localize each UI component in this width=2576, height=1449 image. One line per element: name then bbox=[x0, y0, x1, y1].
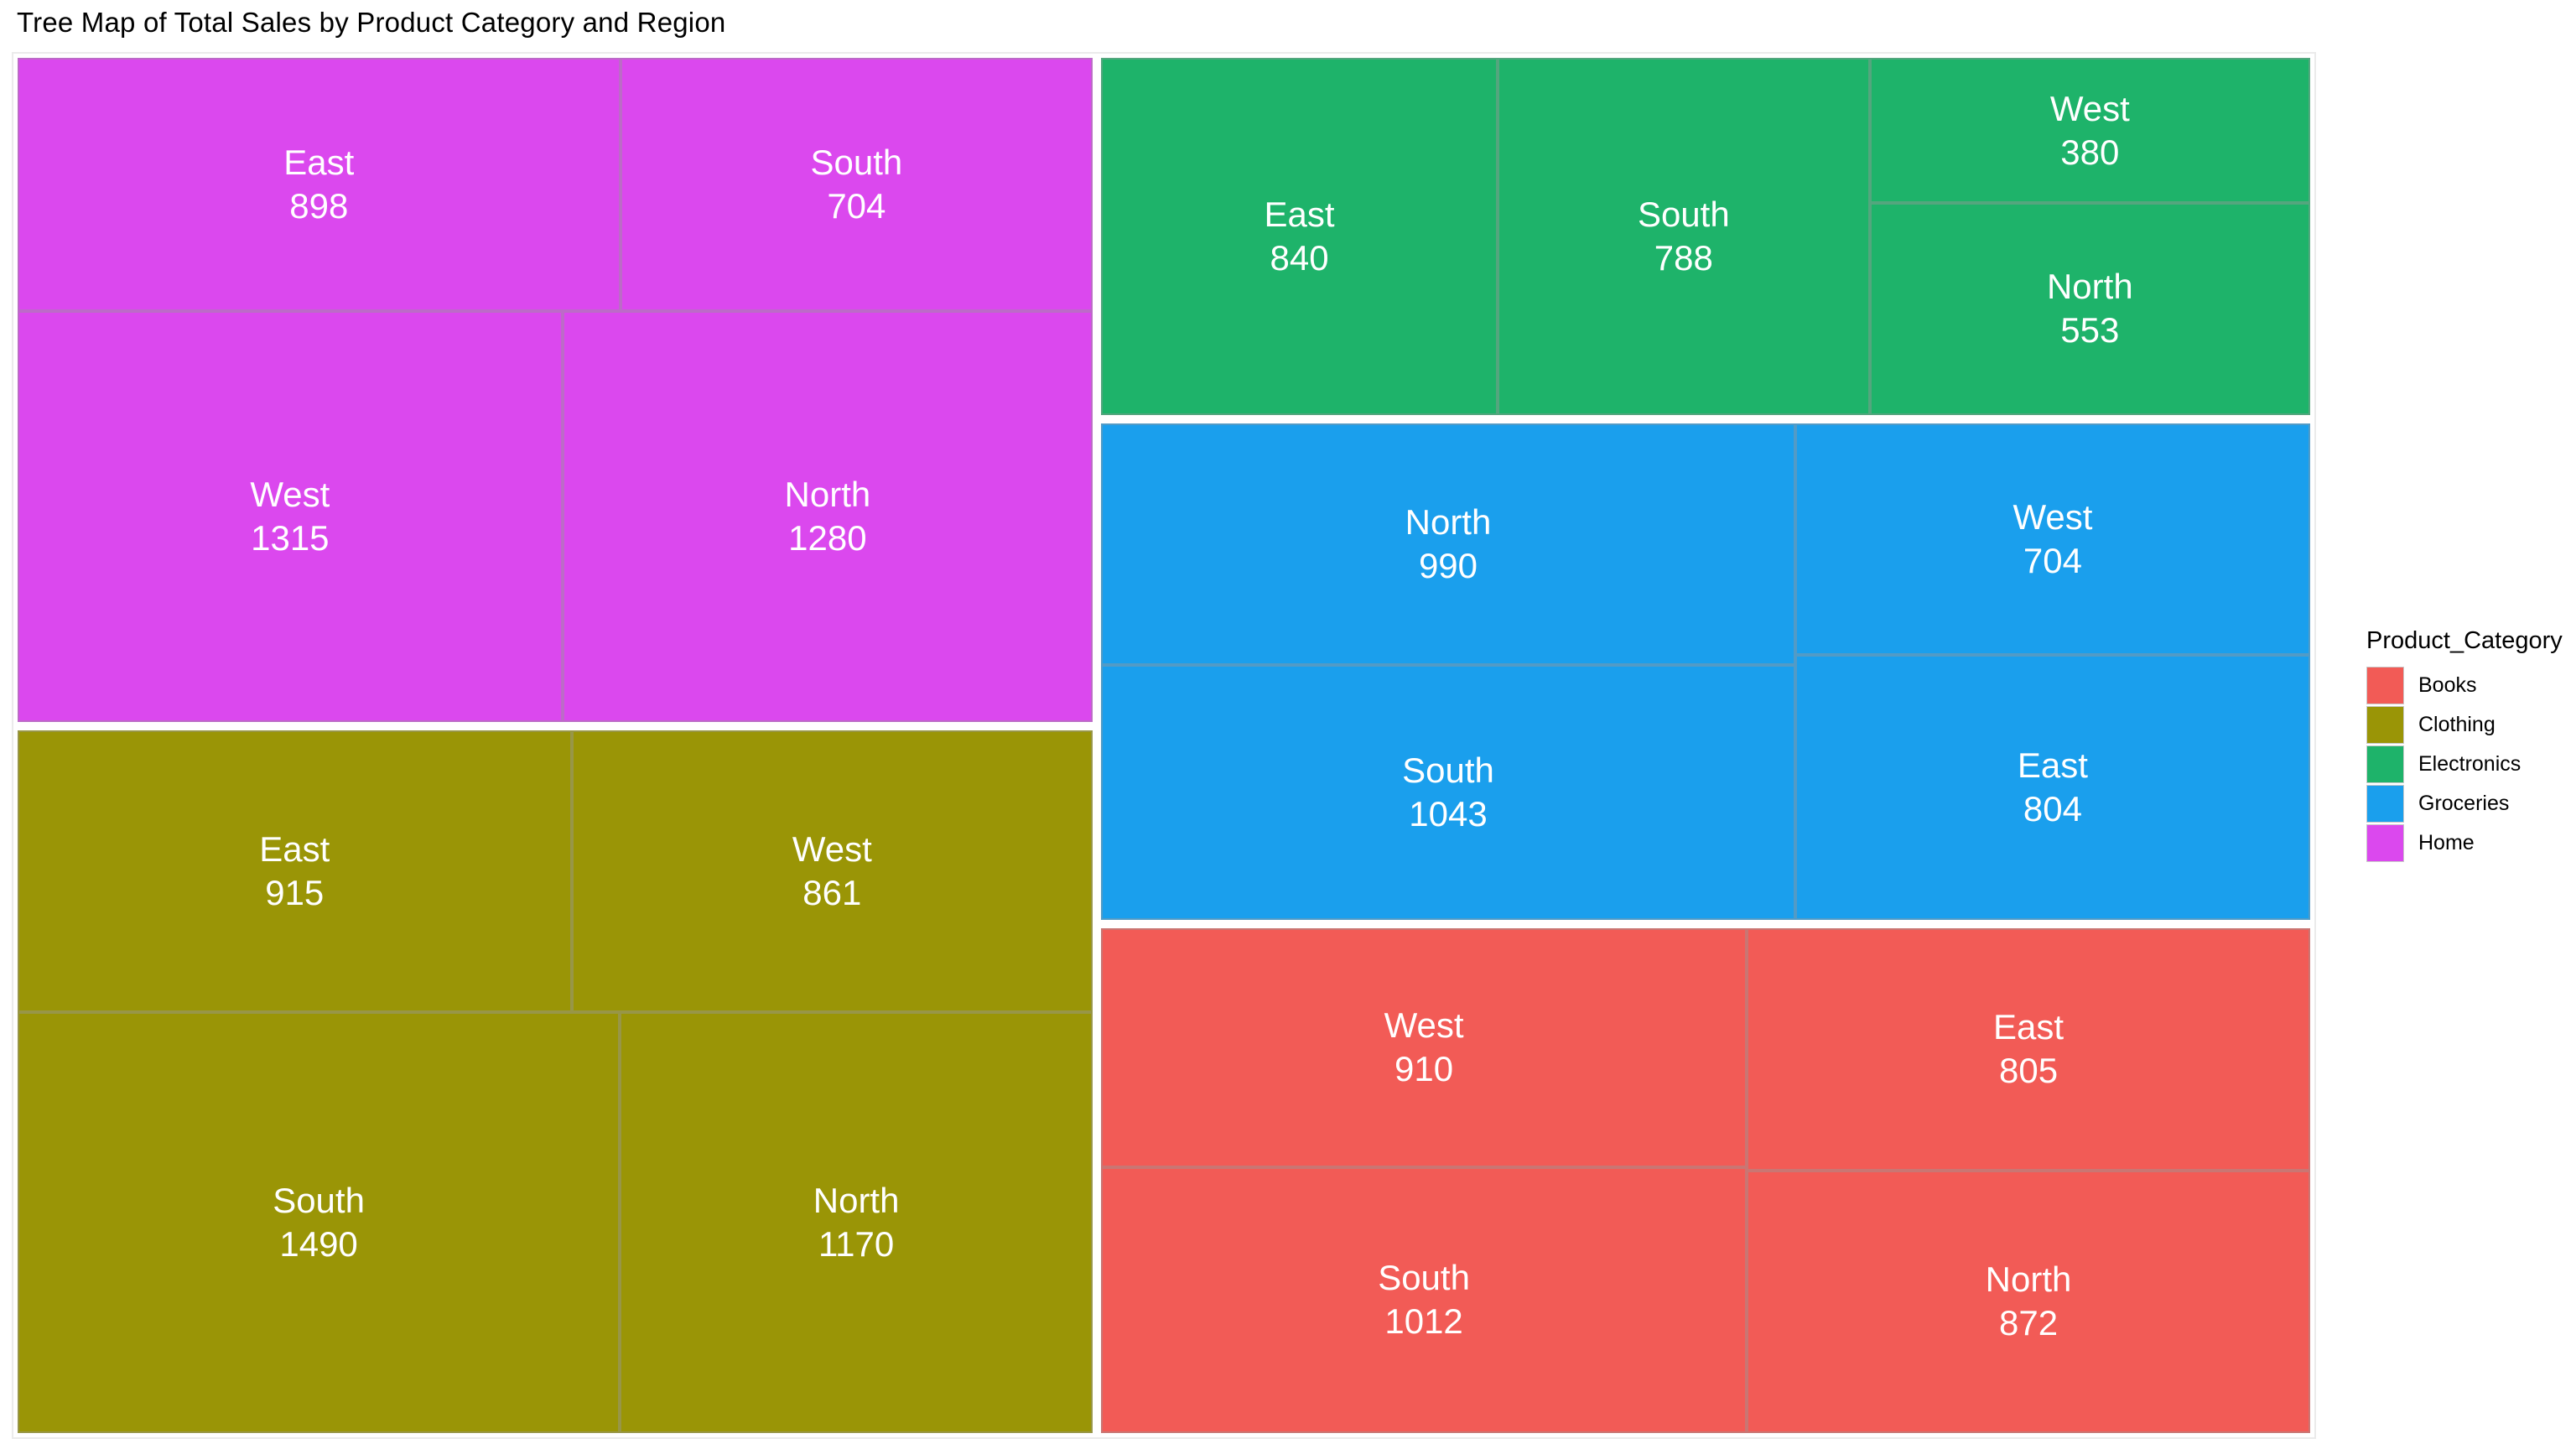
treemap-tile-home-west: West 1315 bbox=[18, 311, 563, 723]
tile-region-label: South bbox=[1378, 1258, 1470, 1298]
chart-title: Tree Map of Total Sales by Product Categ… bbox=[17, 7, 726, 38]
legend-label: Groceries bbox=[2418, 792, 2510, 815]
tile-region-label: East bbox=[1264, 194, 1335, 234]
legend-item-groceries: Groceries bbox=[2366, 785, 2563, 823]
treemap-tile-clothing-east: East 915 bbox=[18, 730, 572, 1012]
tile-region-label: North bbox=[2046, 267, 2133, 307]
tile-region-label: West bbox=[2012, 496, 2093, 537]
legend-items: Books Clothing Electronics Groceries Home bbox=[2366, 667, 2563, 862]
tile-region-value: 840 bbox=[1270, 237, 1329, 278]
tile-region-label: East bbox=[1993, 1007, 2064, 1047]
treemap-tile-groceries-north: North 990 bbox=[1101, 423, 1795, 665]
tile-region-value: 1012 bbox=[1384, 1301, 1463, 1342]
category-block-clothing: East 915 West 861 South 1490 North 1170 bbox=[18, 730, 1093, 1433]
legend-swatch-clothing bbox=[2366, 706, 2404, 744]
legend-swatch-home bbox=[2366, 824, 2404, 862]
tile-region-value: 1315 bbox=[251, 518, 330, 558]
tile-region-label: East bbox=[259, 828, 330, 869]
treemap-tile-books-south: South 1012 bbox=[1101, 1166, 1748, 1433]
legend-swatch-books bbox=[2366, 667, 2404, 704]
category-block-electronics: East 840 South 788 West 380 North 553 bbox=[1101, 58, 2310, 415]
tile-region-value: 380 bbox=[2060, 132, 2120, 172]
legend-item-electronics: Electronics bbox=[2366, 745, 2563, 783]
tile-region-label: South bbox=[810, 143, 903, 183]
legend-label: Home bbox=[2418, 831, 2475, 854]
legend-swatch-electronics bbox=[2366, 745, 2404, 783]
treemap-tile-clothing-north: North 1170 bbox=[620, 1011, 1093, 1433]
tile-region-label: East bbox=[2017, 745, 2088, 785]
treemap-tile-groceries-east: East 804 bbox=[1794, 655, 2310, 920]
tile-region-value: 805 bbox=[1998, 1051, 2059, 1091]
tile-region-label: North bbox=[813, 1180, 900, 1220]
tile-region-value: 704 bbox=[2023, 540, 2082, 580]
treemap-tile-electronics-east: East 840 bbox=[1101, 58, 1498, 415]
tile-region-label: West bbox=[2049, 88, 2130, 128]
treemap-tile-clothing-west: West 861 bbox=[571, 730, 1093, 1012]
tile-region-value: 1043 bbox=[1409, 793, 1488, 834]
tile-region-value: 553 bbox=[2060, 310, 2120, 351]
legend: Product_Category Books Clothing Electronic… bbox=[2366, 627, 2563, 864]
legend-label: Electronics bbox=[2418, 752, 2521, 776]
tile-region-label: West bbox=[1384, 1005, 1464, 1046]
tile-region-label: South bbox=[1637, 194, 1730, 234]
tile-region-value: 788 bbox=[1654, 237, 1713, 278]
treemap-tile-electronics-south: South 788 bbox=[1498, 58, 1870, 415]
legend-item-home: Home bbox=[2366, 824, 2563, 862]
legend-item-clothing: Clothing bbox=[2366, 706, 2563, 744]
treemap-plot: East 898 South 704 West 1315 North 1280 East 915 W… bbox=[12, 52, 2316, 1439]
tile-region-value: 1490 bbox=[279, 1223, 358, 1264]
tile-region-label: South bbox=[273, 1180, 365, 1220]
legend-title: Product_Category bbox=[2366, 627, 2563, 654]
treemap-tile-home-east: East 898 bbox=[18, 58, 621, 312]
tile-region-label: West bbox=[792, 828, 872, 869]
tile-region-value: 915 bbox=[265, 872, 325, 912]
category-block-home: East 898 South 704 West 1315 North 1280 bbox=[18, 58, 1093, 723]
tile-region-value: 990 bbox=[1418, 545, 1478, 585]
treemap-tile-books-east: East 805 bbox=[1747, 927, 2310, 1171]
treemap-tile-groceries-west: West 704 bbox=[1794, 423, 2310, 656]
treemap-tile-books-west: West 910 bbox=[1101, 927, 1748, 1167]
tile-region-label: East bbox=[283, 143, 355, 183]
legend-label: Books bbox=[2418, 673, 2477, 697]
tile-region-value: 1280 bbox=[788, 518, 867, 558]
tile-region-value: 704 bbox=[827, 186, 886, 226]
treemap-tile-groceries-south: South 1043 bbox=[1101, 664, 1795, 920]
treemap-tile-home-north: North 1280 bbox=[562, 311, 1093, 723]
tile-region-value: 804 bbox=[2023, 788, 2082, 828]
tile-region-label: North bbox=[1405, 501, 1492, 542]
treemap-tile-books-north: North 872 bbox=[1747, 1170, 2310, 1433]
tile-region-value: 1170 bbox=[818, 1223, 895, 1264]
category-block-groceries: North 990 South 1043 West 704 East 804 bbox=[1101, 423, 2310, 920]
legend-item-books: Books bbox=[2366, 667, 2563, 704]
treemap-tile-electronics-north: North 553 bbox=[1869, 203, 2310, 415]
tile-region-value: 910 bbox=[1394, 1049, 1454, 1089]
tile-region-value: 861 bbox=[802, 872, 862, 912]
treemap-tile-home-south: South 704 bbox=[620, 58, 1093, 312]
tile-region-label: North bbox=[1985, 1259, 2072, 1300]
tile-region-label: South bbox=[1402, 750, 1494, 790]
tile-region-value: 898 bbox=[289, 186, 349, 226]
legend-label: Clothing bbox=[2418, 713, 2496, 736]
legend-swatch-groceries bbox=[2366, 785, 2404, 823]
treemap-tile-electronics-west: West 380 bbox=[1869, 58, 2310, 204]
category-block-books: West 910 South 1012 East 805 North 872 bbox=[1101, 927, 2310, 1433]
tile-region-label: North bbox=[784, 475, 871, 515]
tile-region-value: 872 bbox=[1998, 1303, 2059, 1343]
treemap-tile-clothing-south: South 1490 bbox=[18, 1011, 621, 1433]
tile-region-label: West bbox=[250, 475, 330, 515]
